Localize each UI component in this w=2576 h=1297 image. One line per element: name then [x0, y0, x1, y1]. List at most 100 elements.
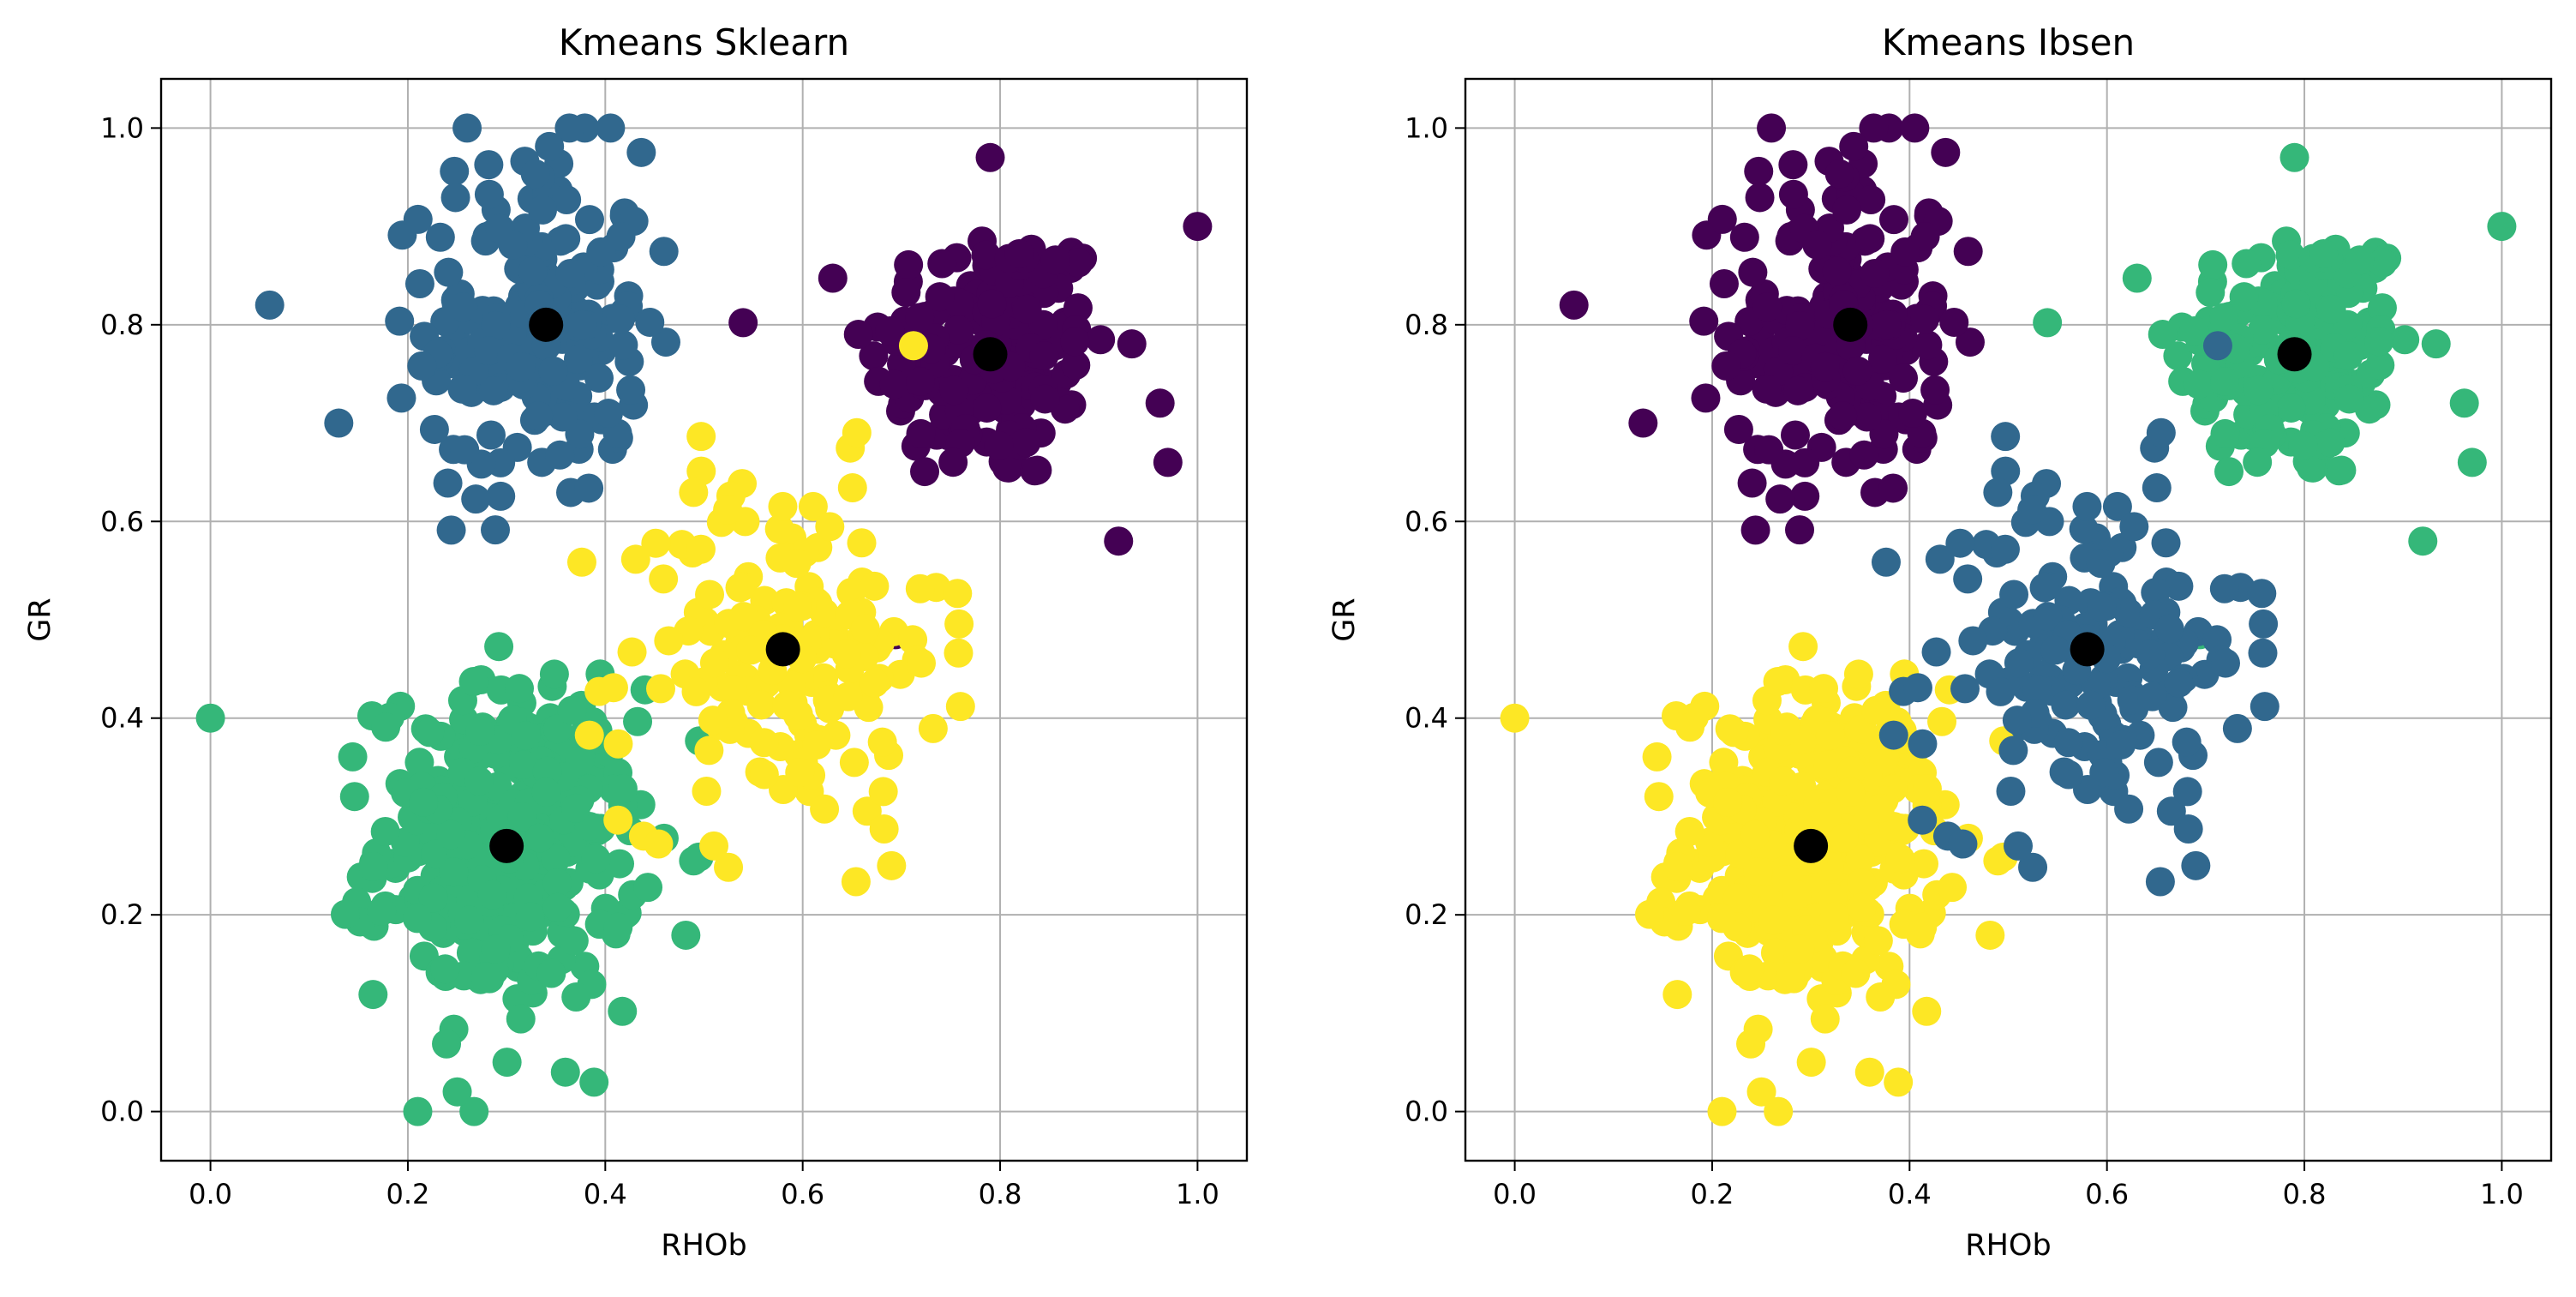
scatter-point: [894, 249, 924, 279]
scatter-point: [477, 880, 507, 910]
scatter-point: [879, 369, 909, 399]
centroid-point: [765, 632, 800, 667]
scatter-point: [736, 635, 766, 665]
scatter-point: [481, 934, 511, 964]
scatter-point: [531, 778, 561, 808]
scatter-point: [2316, 294, 2346, 324]
scatter-point: [442, 1077, 472, 1107]
x-tick-label: 1.0: [2480, 1178, 2524, 1210]
scatter-point: [407, 351, 437, 381]
scatter-point: [1841, 958, 1871, 988]
scatter-point: [603, 912, 633, 942]
scatter-point: [633, 873, 663, 903]
scatter-point: [1836, 778, 1866, 808]
scatter-point: [679, 846, 709, 876]
scatter-point: [2297, 453, 2327, 483]
scatter-point: [938, 447, 968, 477]
scatter-point: [2154, 614, 2184, 644]
centroid-point: [2070, 632, 2105, 667]
scatter-point: [1953, 237, 1983, 267]
scatter-point: [1711, 351, 1741, 381]
scatter-point: [439, 857, 469, 887]
scatter-point: [1743, 857, 1773, 887]
scatter-point: [649, 564, 679, 594]
scatter-point: [542, 892, 572, 922]
scatter-point: [603, 729, 633, 759]
scatter-point: [1145, 388, 1175, 418]
scatter-point: [626, 137, 656, 167]
scatter-point: [868, 777, 898, 807]
scatter-point: [370, 816, 400, 846]
scatter-point: [566, 547, 596, 577]
scatter-point: [2040, 635, 2070, 665]
scatter-point: [418, 883, 448, 913]
scatter-point: [1785, 310, 1815, 340]
scatter-point: [910, 457, 940, 487]
scatter-point: [2365, 351, 2395, 381]
centroid-point: [1833, 307, 1868, 342]
scatter-point: [551, 224, 581, 254]
scatter-point: [1722, 883, 1752, 913]
scatter-point: [1867, 344, 1897, 374]
scatter-point: [1757, 113, 1787, 143]
scatter-point: [403, 904, 433, 934]
scatter-point: [1885, 844, 1915, 874]
scatter-point: [1872, 309, 1902, 339]
scatter-point: [1744, 156, 1774, 186]
scatter-point: [1782, 880, 1812, 910]
scatter-point: [358, 980, 388, 1010]
scatter-point: [2334, 384, 2364, 414]
scatter-point: [2113, 597, 2143, 627]
scatter-point: [746, 690, 776, 720]
scatter-point: [905, 573, 935, 603]
scatter-point: [425, 222, 455, 252]
scatter-point: [2173, 814, 2203, 844]
scatter-point: [1871, 547, 1901, 577]
scatter-point: [694, 736, 724, 766]
scatter-point: [1117, 329, 1147, 359]
scatter-point: [557, 695, 587, 725]
scatter-point: [2053, 760, 2083, 790]
scatter-point: [486, 481, 516, 511]
scatter-point: [2364, 327, 2394, 357]
scatter-point: [1991, 422, 2021, 452]
scatter-point: [782, 592, 812, 622]
scatter-point: [2033, 308, 2063, 338]
scatter-point: [574, 473, 604, 503]
scatter-point: [943, 579, 973, 609]
y-tick-label: 0.4: [100, 702, 144, 735]
scatter-point: [2086, 549, 2116, 579]
scatter-point: [2275, 240, 2305, 270]
scatter-point: [1063, 248, 1093, 278]
scatter-point: [891, 278, 921, 308]
scatter-point: [1740, 515, 1770, 545]
y-tick-label: 1.0: [100, 111, 144, 144]
scatter-point: [945, 692, 975, 722]
scatter-point: [1104, 526, 1134, 556]
scatter-point: [1953, 564, 1983, 594]
scatter-point: [875, 315, 905, 345]
scatter-point: [2119, 512, 2149, 542]
scatter-point: [511, 721, 541, 751]
scatter-point: [452, 113, 482, 143]
x-axis-label: RHOb: [1965, 1228, 2051, 1263]
scatter-point: [1004, 239, 1034, 269]
scatter-point: [1707, 204, 1737, 234]
scatter-point: [524, 823, 554, 853]
y-axis-ticks: 0.0 0.2 0.4 0.6 0.8 1.0: [1405, 111, 1465, 1128]
scatter-point: [574, 205, 604, 235]
scatter-point: [860, 668, 890, 698]
scatter-point: [554, 113, 584, 143]
scatter-point: [498, 230, 528, 260]
scatter-point: [2249, 609, 2279, 639]
scatter-point: [1691, 383, 1721, 413]
scatter-point: [2136, 639, 2166, 670]
scatter-point: [1796, 1048, 1826, 1078]
scatter-point: [1500, 703, 1530, 733]
scatter-point: [1860, 259, 1890, 289]
scatter-point: [506, 351, 536, 381]
scatter-point: [1861, 695, 1891, 725]
scatter-point: [434, 257, 464, 287]
scatter-point: [2288, 430, 2318, 460]
x-tick-label: 0.6: [2085, 1178, 2129, 1210]
